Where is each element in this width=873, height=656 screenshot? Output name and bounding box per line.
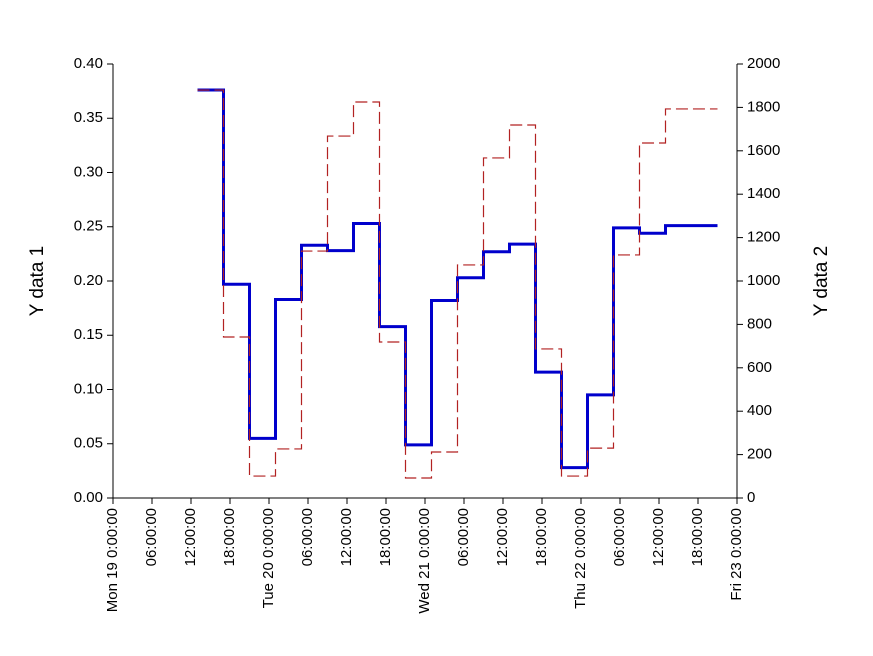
y-tick-label: 0.25 bbox=[74, 218, 103, 235]
y-tick-label: 0.10 bbox=[74, 380, 103, 397]
x-tick-label: 18:00:00 bbox=[377, 508, 394, 566]
y2-tick-label: 400 bbox=[747, 402, 772, 419]
x-tick-label: Fri 23 0:00:00 bbox=[728, 508, 745, 601]
y2-tick-label: 800 bbox=[747, 315, 772, 332]
x-tick-label: 06:00:00 bbox=[143, 508, 160, 566]
y-tick-label: 0.00 bbox=[74, 489, 103, 506]
y-tick-label: 0.40 bbox=[74, 55, 103, 72]
y-tick-label: 0.20 bbox=[74, 272, 103, 289]
y2-axis-label: Y data 2 bbox=[811, 246, 832, 316]
y2-tick-label: 600 bbox=[747, 359, 772, 376]
y-axis-label: Y data 1 bbox=[27, 246, 48, 316]
step-line bbox=[197, 89, 718, 479]
y2-tick-label: 0 bbox=[747, 489, 755, 506]
x-tick-label: Wed 21 0:00:00 bbox=[416, 508, 433, 614]
y-tick-label: 0.35 bbox=[74, 109, 103, 126]
x-tick-label: Tue 20 0:00:00 bbox=[260, 508, 277, 608]
x-tick-label: Mon 19 0:00:00 bbox=[104, 508, 121, 612]
x-tick-label: 12:00:00 bbox=[338, 508, 355, 566]
y2-tick-label: 1800 bbox=[747, 98, 780, 115]
x-tick-label: 12:00:00 bbox=[494, 508, 511, 566]
x-tick-label: 06:00:00 bbox=[611, 508, 628, 566]
x-tick-label: 18:00:00 bbox=[533, 508, 550, 566]
x-tick-label: 18:00:00 bbox=[689, 508, 706, 566]
y2-tick-label: 1400 bbox=[747, 185, 780, 202]
y2-tick-label: 1000 bbox=[747, 272, 780, 289]
x-tick-label: 12:00:00 bbox=[182, 508, 199, 566]
x-tick-label: 12:00:00 bbox=[650, 508, 667, 566]
x-tick-label: 06:00:00 bbox=[299, 508, 316, 566]
x-tick-label: 06:00:00 bbox=[455, 508, 472, 566]
y2-tick-label: 2000 bbox=[747, 55, 780, 72]
y-tick-label: 0.30 bbox=[74, 163, 103, 180]
x-tick-label: 18:00:00 bbox=[221, 508, 238, 566]
y2-tick-label: 1200 bbox=[747, 229, 780, 246]
y-tick-label: 0.05 bbox=[74, 435, 103, 452]
y2-tick-label: 1600 bbox=[747, 142, 780, 159]
y2-tick-label: 200 bbox=[747, 446, 772, 463]
y-tick-label: 0.15 bbox=[74, 326, 103, 343]
x-tick-label: Thu 22 0:00:00 bbox=[572, 508, 589, 609]
